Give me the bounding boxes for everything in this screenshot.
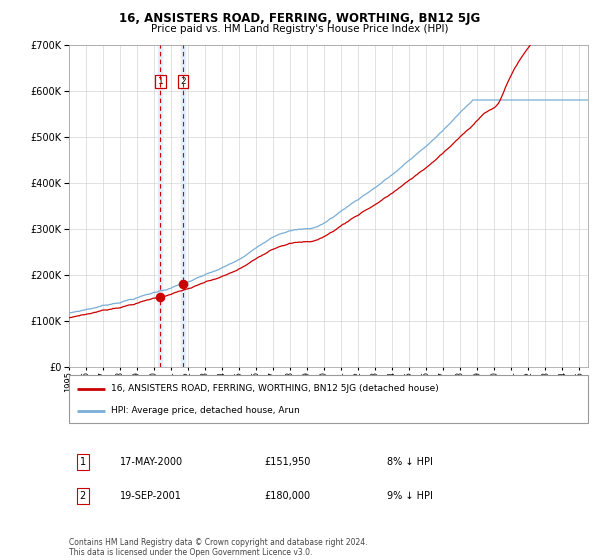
Bar — [181, 45, 185, 367]
Text: 2: 2 — [80, 491, 86, 501]
Text: Contains HM Land Registry data © Crown copyright and database right 2024.
This d: Contains HM Land Registry data © Crown c… — [69, 538, 367, 557]
Point — [155, 292, 165, 301]
Text: HPI: Average price, detached house, Arun: HPI: Average price, detached house, Arun — [110, 407, 299, 416]
Text: £180,000: £180,000 — [264, 491, 310, 501]
Text: £151,950: £151,950 — [264, 457, 310, 467]
Text: 16, ANSISTERS ROAD, FERRING, WORTHING, BN12 5JG: 16, ANSISTERS ROAD, FERRING, WORTHING, B… — [119, 12, 481, 25]
Text: 8% ↓ HPI: 8% ↓ HPI — [387, 457, 433, 467]
Point — [178, 279, 188, 288]
FancyBboxPatch shape — [69, 375, 588, 423]
Text: 16, ANSISTERS ROAD, FERRING, WORTHING, BN12 5JG (detached house): 16, ANSISTERS ROAD, FERRING, WORTHING, B… — [110, 384, 438, 393]
Text: 19-SEP-2001: 19-SEP-2001 — [120, 491, 182, 501]
Text: 1: 1 — [80, 457, 86, 467]
Text: 2: 2 — [181, 77, 186, 86]
Text: 9% ↓ HPI: 9% ↓ HPI — [387, 491, 433, 501]
Text: 17-MAY-2000: 17-MAY-2000 — [120, 457, 183, 467]
Bar — [158, 45, 163, 367]
Text: 1: 1 — [158, 77, 163, 86]
Text: Price paid vs. HM Land Registry's House Price Index (HPI): Price paid vs. HM Land Registry's House … — [151, 24, 449, 34]
